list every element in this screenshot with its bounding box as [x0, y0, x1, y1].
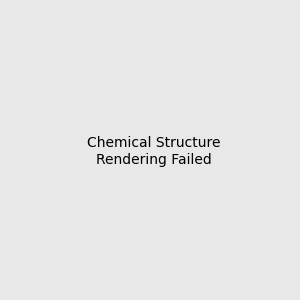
Text: Chemical Structure
Rendering Failed: Chemical Structure Rendering Failed — [87, 136, 220, 166]
